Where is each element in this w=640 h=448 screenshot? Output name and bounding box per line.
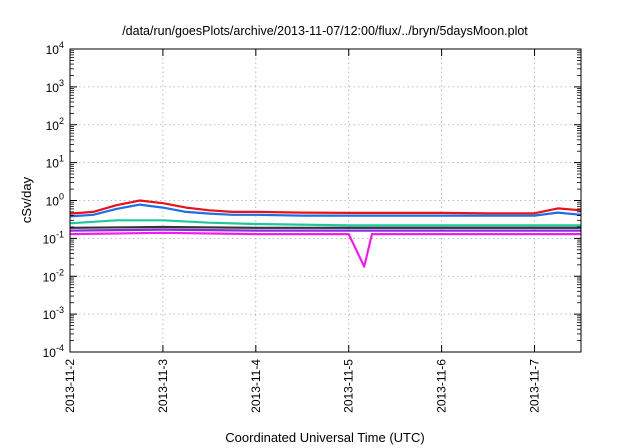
x-tick-labels: 2013-11-2 2013-11-3 2013-11-4 2013-11-5 2013…	[63, 359, 542, 413]
series-line-5	[69, 228, 581, 232]
series-line-3	[69, 219, 581, 227]
y-tick-exponent: 2	[59, 116, 64, 126]
x-tick-label: 2013-11-6	[435, 359, 449, 413]
y-tick-exponent: 4	[59, 40, 64, 50]
x-tick-label: 2013-11-7	[528, 359, 542, 413]
y-tick-exponent: -2	[56, 267, 64, 277]
x-tick-label: 2013-11-2	[63, 359, 77, 413]
y-tick-exponent: -1	[56, 229, 64, 239]
y-axis-label: cSv/day	[19, 176, 34, 223]
y-tick-exponent: 0	[59, 192, 64, 202]
x-axis-label: Coordinated Universal Time (UTC)	[225, 430, 424, 445]
x-tick-label: 2013-11-5	[342, 359, 356, 413]
series-line-4	[69, 225, 581, 229]
series-lines	[69, 199, 582, 268]
y-tick-exponent: -3	[56, 305, 64, 315]
chart-title: /data/run/goesPlots/archive/2013-11-07/1…	[122, 24, 528, 38]
series-line-6	[69, 231, 581, 268]
x-tick-label: 2013-11-4	[249, 359, 263, 413]
y-tick-exponent: 3	[59, 78, 64, 88]
axis-ticks	[69, 48, 581, 353]
series-line-1	[69, 199, 582, 215]
y-tick-exponent: 1	[59, 154, 64, 164]
grid-lines	[70, 49, 581, 352]
x-tick-label: 2013-11-3	[156, 359, 170, 413]
y-tick-exponent: -4	[56, 343, 64, 353]
series-line-2	[69, 203, 582, 218]
